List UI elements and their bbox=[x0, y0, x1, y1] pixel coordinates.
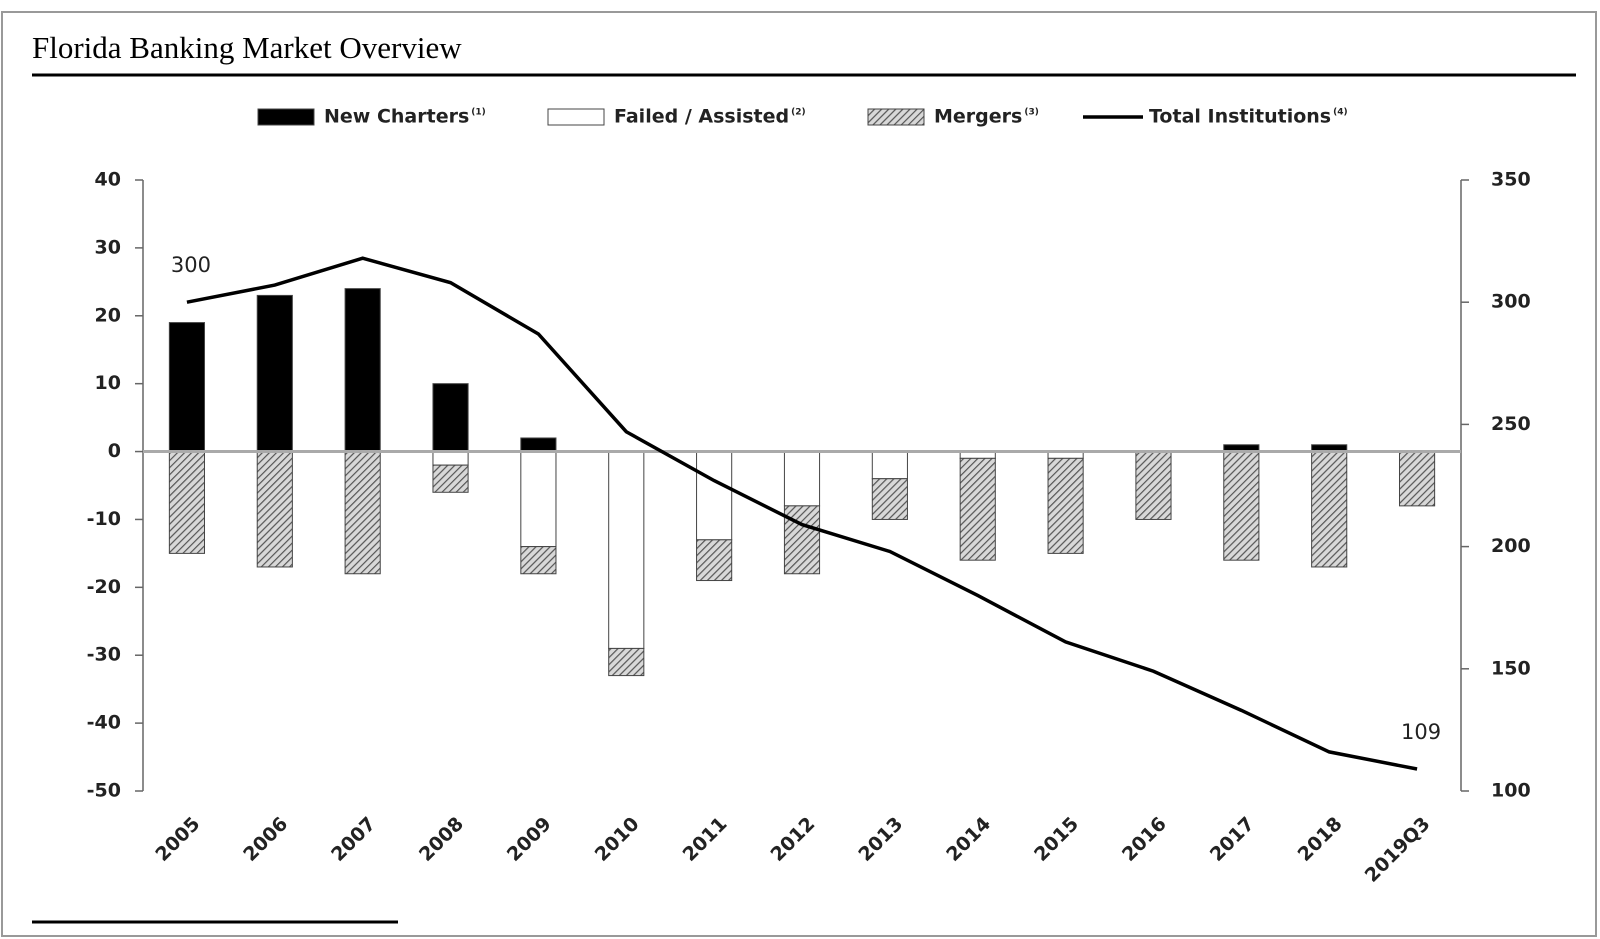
y-tick-label: -30 bbox=[87, 644, 121, 666]
bar-segment bbox=[608, 647, 645, 677]
bar-segment bbox=[1135, 451, 1172, 520]
x-tick-label: 2010 bbox=[591, 813, 644, 866]
bar-segment bbox=[256, 451, 293, 568]
y-tick-label: -50 bbox=[87, 780, 121, 802]
x-tick-label: 2014 bbox=[942, 813, 995, 866]
bar-segment bbox=[696, 451, 733, 541]
bar-segment bbox=[871, 478, 908, 520]
x-tick-label: 2015 bbox=[1030, 813, 1083, 866]
legend-label: Total Institutions bbox=[1149, 106, 1331, 128]
legend-swatch bbox=[867, 108, 925, 126]
x-tick-label: 2008 bbox=[415, 813, 468, 866]
legend-note: (2) bbox=[791, 108, 806, 118]
x-tick-label: 2009 bbox=[503, 813, 556, 866]
data-label: 109 bbox=[1401, 720, 1441, 744]
bar-segment bbox=[168, 322, 206, 453]
x-tick-label: 2019Q3 bbox=[1361, 813, 1435, 887]
data-label: 300 bbox=[171, 253, 211, 277]
legend-note: (1) bbox=[471, 108, 486, 118]
bar-segment bbox=[344, 288, 381, 453]
y-tick-label: 40 bbox=[95, 169, 121, 191]
bar-segment bbox=[432, 464, 469, 493]
bar-segment bbox=[608, 451, 645, 649]
bar-segment bbox=[783, 451, 821, 507]
y-tick-label: -10 bbox=[87, 508, 121, 530]
x-tick-label: 2017 bbox=[1206, 813, 1259, 866]
legend-note: (4) bbox=[1333, 108, 1348, 118]
bar-segment bbox=[520, 451, 557, 548]
y2-tick-label: 350 bbox=[1491, 169, 1531, 191]
bar-segment bbox=[344, 451, 381, 575]
x-tick-label: 2011 bbox=[679, 813, 732, 866]
y-tick-label: -40 bbox=[87, 712, 121, 734]
bar-segment bbox=[432, 451, 469, 466]
legend-swatch bbox=[257, 108, 315, 126]
x-tick-label: 2012 bbox=[766, 813, 819, 866]
y2-tick-label: 150 bbox=[1491, 657, 1531, 679]
bar-segment bbox=[168, 451, 206, 554]
x-tick-label: 2013 bbox=[854, 813, 907, 866]
x-tick-label: 2018 bbox=[1294, 813, 1347, 866]
x-tick-label: 2005 bbox=[151, 813, 204, 866]
legend-note: (3) bbox=[1024, 108, 1039, 118]
y-tick-label: 20 bbox=[95, 304, 121, 326]
y-tick-label: -20 bbox=[87, 576, 121, 598]
bar-segment bbox=[520, 546, 557, 575]
y2-tick-label: 300 bbox=[1491, 291, 1531, 313]
frame bbox=[1, 11, 1597, 937]
bar-segment bbox=[696, 539, 733, 582]
y-tick-label: 0 bbox=[108, 440, 121, 462]
y2-tick-label: 250 bbox=[1491, 413, 1531, 435]
legend-label: New Charters bbox=[324, 106, 469, 128]
y2-tick-label: 200 bbox=[1491, 535, 1531, 557]
x-tick-label: 2016 bbox=[1118, 813, 1171, 866]
line bbox=[186, 256, 1418, 771]
legend-label: Mergers bbox=[934, 106, 1022, 128]
legend-label: Failed / Assisted bbox=[614, 106, 789, 128]
bar-segment bbox=[432, 383, 469, 453]
bar-segment bbox=[871, 451, 908, 480]
bar-segment bbox=[1047, 457, 1084, 554]
x-tick-label: 2007 bbox=[327, 813, 380, 866]
legend-swatch bbox=[547, 108, 605, 126]
bar-segment bbox=[520, 437, 557, 453]
bar-segment bbox=[1398, 451, 1436, 507]
bar-segment bbox=[1311, 451, 1348, 568]
y2-tick-label: 100 bbox=[1491, 780, 1531, 802]
bar-segment bbox=[1223, 451, 1260, 561]
legend: New Charters (1) Failed / Assisted (2) Merge… bbox=[257, 106, 1348, 128]
bar-segment bbox=[959, 457, 996, 561]
bar-segment bbox=[783, 505, 821, 575]
chart-title: Florida Banking Market Overview bbox=[32, 30, 462, 65]
y-tick-label: 10 bbox=[95, 372, 121, 394]
bar-segment bbox=[256, 294, 293, 453]
x-tick-label: 2006 bbox=[239, 813, 292, 866]
y-tick-label: 30 bbox=[95, 236, 121, 258]
